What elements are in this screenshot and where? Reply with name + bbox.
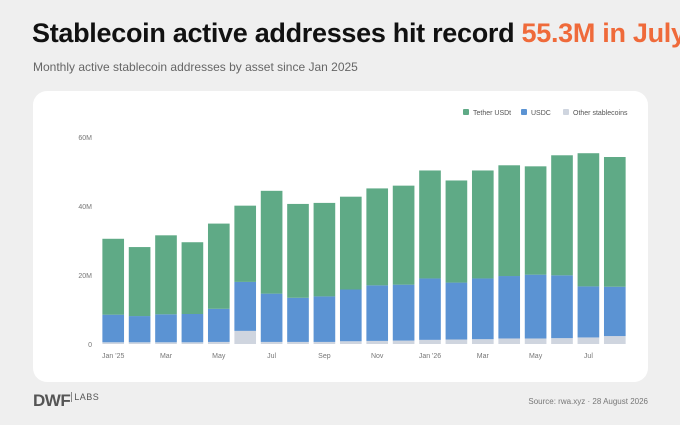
bar-usdc [102, 314, 125, 343]
bar-usdc [366, 285, 389, 341]
y-tick-label: 60M [78, 135, 92, 142]
logo-main: DWF [33, 391, 71, 410]
bar-tether [339, 196, 362, 290]
bar-usdc [313, 296, 336, 342]
bar-usdc [419, 278, 441, 340]
bar-tether [313, 202, 336, 297]
x-tick-label: Mar [160, 353, 173, 360]
bar-tether [207, 223, 230, 309]
bar-other [445, 339, 468, 344]
dwf-labs-logo: DWF LABS [33, 391, 100, 411]
bar-other [128, 342, 151, 344]
bar-other [603, 336, 626, 344]
bar-tether [181, 242, 204, 314]
y-tick-label: 40M [78, 204, 92, 211]
bar-other [524, 338, 547, 344]
bar-usdc [155, 314, 177, 343]
legend-label-usdc: USDC [531, 110, 551, 117]
bar-other [498, 338, 521, 344]
bar-usdc [577, 286, 600, 338]
x-tick-label: May [529, 353, 543, 360]
bar-tether [524, 166, 547, 275]
bar-other [392, 340, 415, 344]
bar-tether [366, 188, 389, 286]
bar-other [577, 337, 600, 344]
bar-usdc [339, 289, 362, 342]
legend-swatch-other [563, 109, 569, 115]
bar-usdc [207, 308, 230, 342]
legend-swatch-usdc [521, 109, 527, 115]
bar-usdc [524, 274, 547, 339]
bar-other [551, 338, 573, 344]
title-main: Stablecoin active addresses hit record [32, 18, 515, 48]
bar-tether [392, 185, 415, 285]
bar-tether [551, 155, 573, 276]
bar-other [287, 341, 309, 344]
x-tick-label: May [212, 353, 226, 360]
bar-usdc [128, 316, 151, 343]
legend-swatch-tether [463, 109, 469, 115]
x-tick-label: Jul [584, 353, 593, 360]
logo-sub: LABS [71, 392, 100, 402]
bar-tether [128, 247, 151, 317]
bar-other [366, 340, 389, 344]
bar-usdc [551, 275, 573, 339]
bar-other [313, 341, 336, 344]
x-tick-label: Sep [318, 353, 331, 360]
bar-other [102, 342, 125, 344]
y-tick-label: 20M [78, 273, 92, 280]
bar-usdc [471, 278, 494, 340]
legend-label-other: Other stablecoins [573, 110, 628, 117]
bar-usdc [181, 313, 204, 343]
bar-other [419, 339, 441, 344]
bar-usdc [287, 297, 309, 342]
bar-tether [287, 203, 309, 298]
bar-other [339, 341, 362, 344]
bar-tether [445, 180, 468, 283]
chart-subtitle: Monthly active stablecoin addresses by a… [33, 60, 358, 74]
bar-usdc [260, 293, 283, 342]
stacked-bar-chart: 0 20M 40M 60M Jan '25 Mar May Jul Sep Nov Jan '26 M… [78, 109, 628, 360]
bar-tether [419, 170, 441, 279]
bar-tether [155, 235, 177, 315]
legend-label-tether: Tether USDt [473, 110, 511, 117]
bar-other [260, 341, 283, 344]
x-tick-label: Jul [267, 353, 276, 360]
x-tick-label: Jan '26 [419, 353, 441, 360]
source-note: Source: rwa.xyz · 28 August 2026 [528, 397, 648, 406]
bar-other [181, 342, 204, 344]
x-tick-label: Mar [477, 353, 490, 360]
bar-tether [234, 205, 257, 282]
bar-tether [498, 165, 521, 277]
bar-usdc [234, 281, 257, 331]
bar-other [207, 341, 230, 344]
bar-other [234, 330, 257, 344]
bar-other [471, 339, 494, 344]
x-tick-label: Jan '25 [102, 353, 124, 360]
bar-tether [603, 157, 626, 287]
y-tick-label: 0 [88, 342, 92, 349]
chart-title: Stablecoin active addresses hit record 5… [32, 18, 680, 49]
bar-usdc [445, 282, 468, 340]
bar-usdc [498, 276, 521, 339]
title-highlight: 55.3M in July [521, 18, 680, 48]
x-tick-label: Nov [371, 353, 384, 360]
bar-tether [102, 238, 125, 315]
bar-tether [577, 153, 600, 287]
bar-tether [260, 190, 283, 294]
chart-card: 0 20M 40M 60M Jan '25 Mar May Jul Sep Nov Jan '26 M… [33, 91, 648, 382]
bar-tether [471, 170, 494, 279]
bar-usdc [392, 284, 415, 341]
bar-usdc [603, 286, 626, 337]
bar-other [155, 342, 177, 344]
